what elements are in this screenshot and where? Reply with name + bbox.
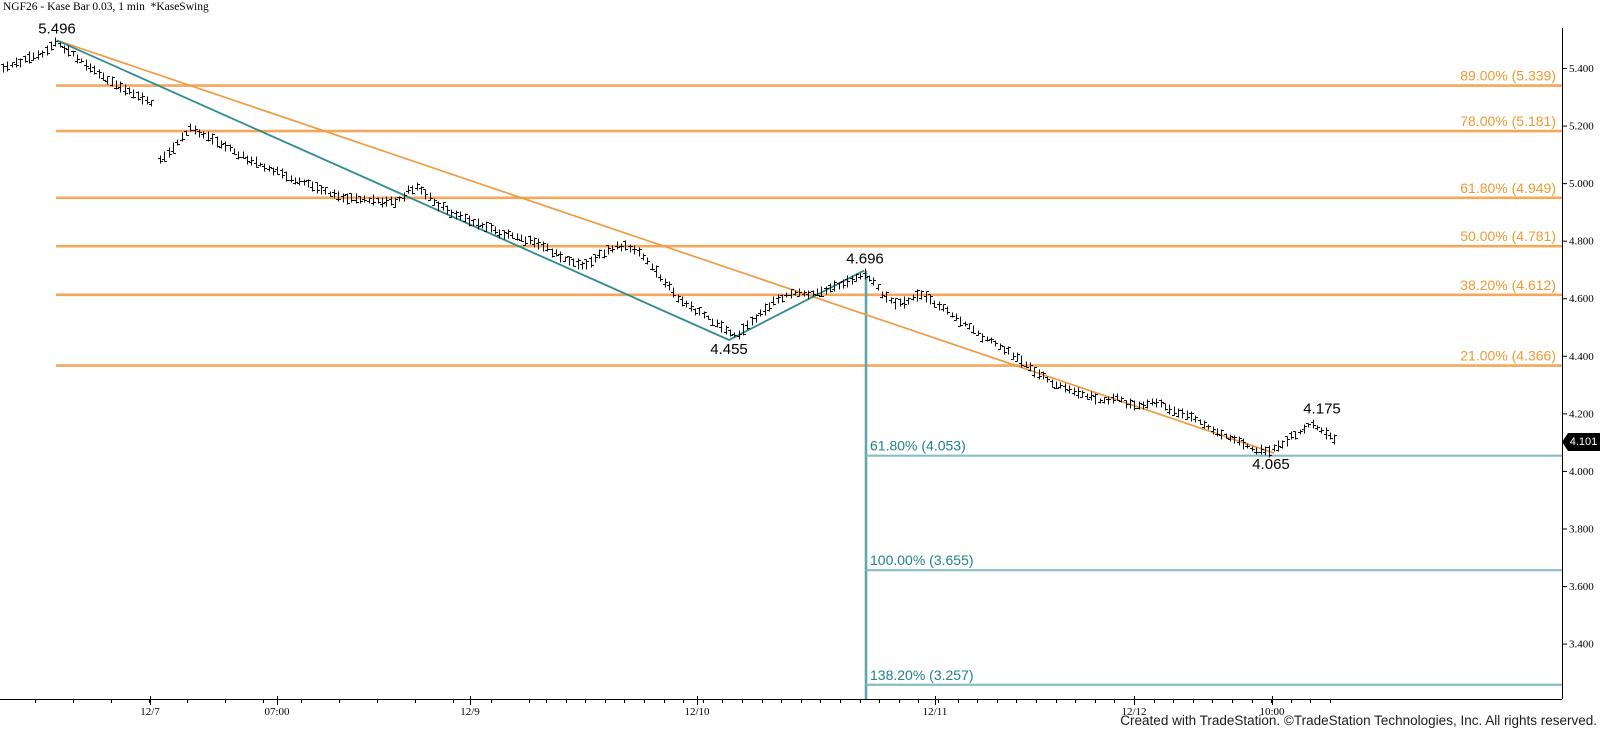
last-price-badge: 4.101: [1562, 433, 1600, 451]
chart-title: NGF26 - Kase Bar 0.03, 1 min *KaseSwing: [3, 1, 209, 13]
price-axis-tick-label: 4.600: [1569, 293, 1594, 305]
price-axis-tick-label: 5.200: [1569, 121, 1594, 133]
swing-zigzag: [56, 39, 865, 341]
fib-retracement-label: 89.00% (5.339): [1460, 68, 1556, 84]
price-axis-tick-label: 4.400: [1569, 351, 1594, 363]
time-axis-label: 12/10: [684, 706, 710, 718]
fib-retracement-label: 61.80% (4.949): [1460, 180, 1556, 196]
time-axis-label: 12/7: [140, 706, 160, 718]
swing-point-label: 4.696: [846, 251, 884, 268]
time-axis-label: 10:00: [1259, 706, 1285, 718]
price-axis[interactable]: 5.400 5.200 5.000 4.800 4.600 4.400 4.200 4.000…: [1562, 28, 1594, 699]
fib-extension-label: 138.20% (3.257): [870, 667, 974, 683]
time-axis[interactable]: 12/7 07:00 12/9 12/10 12/11 12/12 10:00: [0, 696, 1562, 718]
trend-line[interactable]: [56, 39, 1275, 454]
swing-point-label: 4.065: [1252, 456, 1290, 473]
time-axis-label: 12/9: [460, 706, 480, 718]
swing-labels: 5.496 4.455 4.696 4.175 4.065: [38, 20, 1341, 473]
price-axis-tick-label: 4.800: [1569, 236, 1594, 248]
copyright-text: Created with TradeStation. ©TradeStation…: [1120, 713, 1597, 728]
fib-labels: 89.00% (5.339) 78.00% (5.181) 61.80% (4.94…: [870, 68, 1556, 683]
price-axis-tick-label: 3.800: [1569, 523, 1594, 535]
fib-retracement-label: 21.00% (4.366): [1460, 348, 1556, 364]
price-axis-tick-label: 3.400: [1569, 639, 1594, 651]
fib-extension-lines[interactable]: [864, 270, 1562, 699]
price-bars: [1, 37, 1337, 458]
fib-retracement-label: 38.20% (4.612): [1460, 277, 1556, 293]
fib-retracement-lines[interactable]: [56, 84, 1562, 367]
swing-point-label: 4.175: [1303, 401, 1341, 418]
kase-swing-line[interactable]: [56, 39, 865, 341]
trend-line-segment: [56, 39, 1275, 454]
swing-point-label: 5.496: [38, 20, 76, 37]
time-axis-label: 07:00: [264, 706, 290, 718]
fib-extension-label: 61.80% (4.053): [870, 438, 966, 454]
time-axis-label: 12/11: [923, 706, 948, 718]
price-axis-tick-label: 4.200: [1569, 408, 1594, 420]
ohlc-bars-path: [1, 37, 1337, 458]
fib-retracement-label: 78.00% (5.181): [1460, 113, 1556, 129]
fib-extension-label: 100.00% (3.655): [870, 552, 974, 568]
price-axis-tick-label: 3.600: [1569, 581, 1594, 593]
time-axis-label: 12/12: [1121, 706, 1146, 718]
price-axis-tick-label: 5.400: [1569, 63, 1594, 75]
swing-point-label: 4.455: [710, 341, 748, 358]
price-axis-tick-label: 4.000: [1569, 466, 1594, 478]
price-axis-tick-label: 5.000: [1569, 178, 1594, 190]
fib-retracement-label: 50.00% (4.781): [1460, 228, 1556, 244]
last-price-value: 4.101: [1569, 436, 1598, 448]
